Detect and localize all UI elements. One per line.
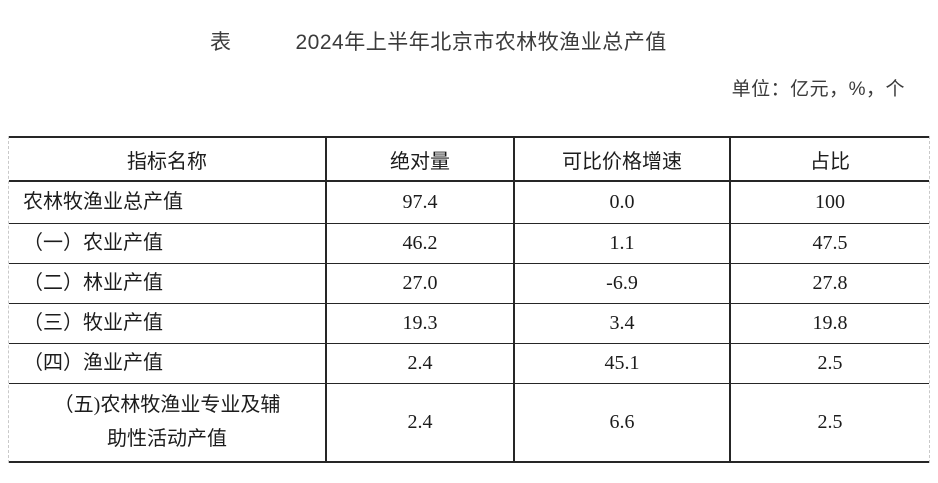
absolute-cell: 97.4	[325, 181, 514, 224]
page-title: 2024年上半年北京市农林牧渔业总产值	[295, 31, 667, 54]
table-label: 表	[210, 31, 232, 54]
table-row: （二）林业产值 27.0 -6.9 27.8	[9, 263, 929, 304]
column-header-absolute: 绝对量	[325, 136, 514, 182]
absolute-cell: 2.4	[325, 383, 514, 463]
indicator-cell: 农林牧渔业总产值	[9, 181, 326, 224]
table-row: （五)农林牧渔业专业及辅 助性活动产值 2.4 6.6 2.5	[9, 383, 929, 463]
table-row: （三）牧业产值 19.3 3.4 19.8	[9, 303, 929, 344]
table-title-line: 表 2024年上半年北京市农林牧渔业总产值	[210, 26, 667, 56]
growth-cell: -6.9	[513, 263, 730, 304]
stat-table: 指标名称 绝对量 可比价格增速 占比 农林牧渔业总产值 97.4 0.0 100…	[9, 136, 929, 463]
absolute-cell: 19.3	[325, 303, 514, 344]
share-cell: 19.8	[729, 303, 929, 344]
column-header-indicator: 指标名称	[9, 136, 326, 182]
share-cell: 2.5	[729, 343, 929, 384]
growth-cell: 45.1	[513, 343, 730, 384]
table-row: （四）渔业产值 2.4 45.1 2.5	[9, 343, 929, 384]
growth-cell: 6.6	[513, 383, 730, 463]
growth-cell: 0.0	[513, 181, 730, 224]
growth-cell: 1.1	[513, 223, 730, 264]
share-cell: 27.8	[729, 263, 929, 304]
table-row: （一）农业产值 46.2 1.1 47.5	[9, 223, 929, 264]
column-header-growth: 可比价格增速	[513, 136, 730, 182]
absolute-cell: 2.4	[325, 343, 514, 384]
indicator-cell: （三）牧业产值	[9, 303, 326, 344]
share-cell: 47.5	[729, 223, 929, 264]
indicator-cell: （四）渔业产值	[9, 343, 326, 384]
table-row: 农林牧渔业总产值 97.4 0.0 100	[9, 181, 929, 224]
indicator-cell: （五)农林牧渔业专业及辅 助性活动产值	[9, 383, 326, 463]
absolute-cell: 46.2	[325, 223, 514, 264]
share-cell: 100	[729, 181, 929, 224]
indicator-cell: （二）林业产值	[9, 263, 326, 304]
table-header-row: 指标名称 绝对量 可比价格增速 占比	[9, 136, 929, 182]
absolute-cell: 27.0	[325, 263, 514, 304]
column-header-share: 占比	[729, 136, 929, 182]
indicator-cell: （一）农业产值	[9, 223, 326, 264]
stat-table-container: 指标名称 绝对量 可比价格增速 占比 农林牧渔业总产值 97.4 0.0 100…	[8, 136, 930, 463]
share-cell: 2.5	[729, 383, 929, 463]
unit-note: 单位：亿元，%，个	[731, 79, 905, 100]
growth-cell: 3.4	[513, 303, 730, 344]
